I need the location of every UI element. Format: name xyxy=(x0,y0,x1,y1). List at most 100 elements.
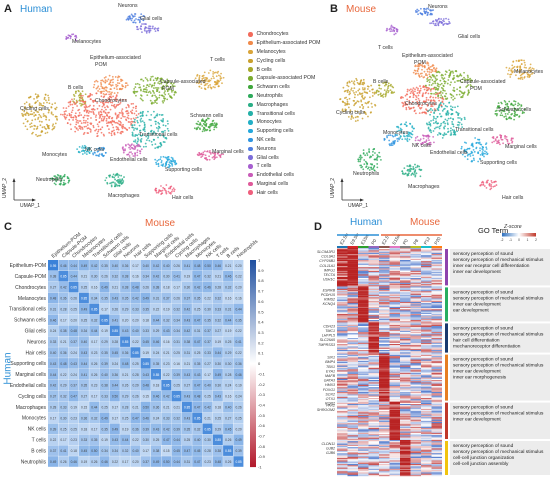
umap-point xyxy=(172,89,175,92)
heatmap-cell xyxy=(171,369,182,380)
umap-point xyxy=(442,84,445,87)
legend-item: Neurons xyxy=(248,144,321,153)
expression-cell xyxy=(368,366,379,369)
expression-cell xyxy=(421,352,432,354)
umap-point xyxy=(149,83,151,86)
expression-cell xyxy=(389,344,400,346)
expression-cell xyxy=(337,287,348,289)
heatmap-cell xyxy=(120,292,131,304)
umap-point xyxy=(446,82,449,85)
expression-cell xyxy=(389,298,400,300)
expression-cell xyxy=(431,262,442,264)
umap-point xyxy=(160,164,163,167)
heatmap-cell xyxy=(109,260,120,271)
expression-cell xyxy=(337,308,348,310)
umap-point xyxy=(435,67,438,70)
umap-point xyxy=(415,98,417,101)
umap-point xyxy=(77,115,80,117)
legend-swatch xyxy=(248,49,253,55)
heatmap-cell xyxy=(109,325,120,336)
umap-point xyxy=(115,85,118,88)
umap-point xyxy=(417,9,420,12)
umap-point xyxy=(426,74,428,77)
umap-point xyxy=(144,88,147,91)
umap-point xyxy=(173,85,176,88)
umap-point xyxy=(155,132,157,135)
umap-point xyxy=(363,82,366,85)
umap-point xyxy=(202,153,205,156)
umap-point xyxy=(52,123,55,126)
expression-cell xyxy=(389,310,400,312)
umap-point xyxy=(141,134,144,136)
expression-cell xyxy=(368,362,379,364)
expression-cell xyxy=(389,302,400,304)
expression-cell xyxy=(389,354,400,357)
umap-cluster-label: Capsule-associated xyxy=(160,79,206,85)
panel-a-letter: A xyxy=(4,3,12,15)
umap-point xyxy=(115,179,118,182)
umap-point xyxy=(138,124,141,127)
umap-point xyxy=(84,93,87,96)
expression-cell xyxy=(421,278,432,280)
heatmap-cell-value: 0.26 xyxy=(225,438,231,442)
umap-point xyxy=(430,88,433,90)
umap-point xyxy=(404,172,407,175)
heatmap-cell xyxy=(68,292,79,304)
umap-point xyxy=(412,173,415,176)
umap-point xyxy=(477,152,480,155)
heatmap-cell-value: 0.25 xyxy=(225,340,231,344)
umap-point xyxy=(111,176,114,179)
umap-point xyxy=(81,145,84,147)
heatmap-cell-value: 0.26 xyxy=(102,275,108,279)
expression-cell xyxy=(421,261,432,263)
heatmap-cell xyxy=(202,379,213,391)
expression-cell xyxy=(400,270,411,273)
expression-cell xyxy=(347,300,358,303)
expression-cell xyxy=(431,266,442,268)
umap-point xyxy=(436,116,439,118)
expression-cell xyxy=(379,297,390,299)
heatmap-cell-value: 0.26 xyxy=(112,307,118,311)
umap-point xyxy=(133,129,135,131)
umap-point xyxy=(458,90,461,92)
expression-cell xyxy=(379,298,390,300)
expression-cell xyxy=(431,269,442,271)
heatmap-cell xyxy=(140,281,151,293)
expression-cell xyxy=(421,330,432,333)
umap-point xyxy=(87,95,90,98)
umap-point xyxy=(532,68,535,70)
umap-point xyxy=(150,75,153,78)
heatmap-cell xyxy=(181,369,192,380)
expression-cell xyxy=(389,263,400,265)
umap-point xyxy=(161,192,164,195)
umap-point xyxy=(452,117,454,120)
umap-point xyxy=(49,177,52,180)
umap-point xyxy=(198,152,201,154)
expression-cell xyxy=(410,260,421,262)
expression-cell xyxy=(347,345,358,347)
expression-cell xyxy=(421,357,432,359)
umap-point xyxy=(437,23,440,26)
umap-point xyxy=(435,79,438,82)
umap-point xyxy=(149,77,152,80)
expression-cell xyxy=(358,329,369,331)
umap-point xyxy=(394,135,396,137)
umap-point xyxy=(524,64,527,66)
heatmap-cell-value: 0.49 xyxy=(81,264,87,268)
expression-cell xyxy=(347,298,358,300)
umap-point xyxy=(65,37,68,40)
umap-point xyxy=(449,129,452,132)
expression-cell xyxy=(410,304,421,306)
umap-point xyxy=(43,126,46,128)
expression-cell xyxy=(421,314,432,316)
heatmap-cell xyxy=(58,434,69,445)
heatmap-cell-value: 0.41 xyxy=(81,373,87,377)
expression-cell xyxy=(347,264,358,267)
heatmap-cell-value: 0.25 xyxy=(60,427,66,431)
heatmap-cell-value: 0.25 xyxy=(132,362,138,366)
umap-point xyxy=(212,73,215,75)
umap-point xyxy=(462,93,465,95)
expression-cell xyxy=(400,302,411,304)
umap-point xyxy=(213,77,215,80)
expression-cell xyxy=(347,321,358,323)
